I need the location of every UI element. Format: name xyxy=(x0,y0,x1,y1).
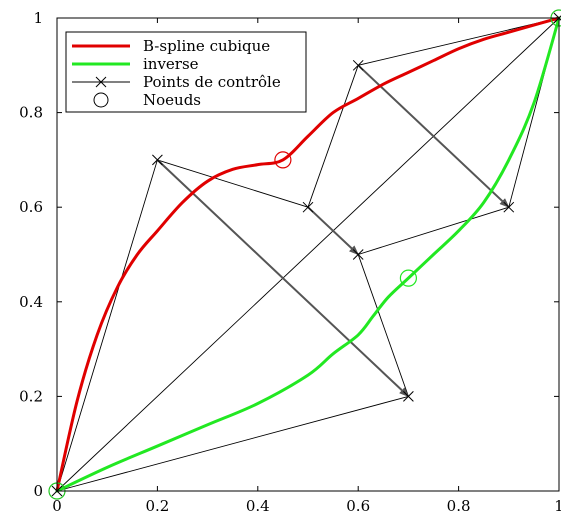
y-tick-label: 0.8 xyxy=(19,104,43,122)
bspline-curve xyxy=(55,16,561,493)
cross-stroke xyxy=(352,249,364,260)
node-marker xyxy=(399,269,417,287)
cross-stroke xyxy=(503,201,515,213)
symmetry-arrow xyxy=(307,206,359,256)
cross-stroke xyxy=(152,154,163,166)
control-point-marker xyxy=(352,59,364,71)
control-point-marker xyxy=(352,249,364,260)
legend-item-bspline: B-spline cubique xyxy=(72,37,270,55)
inverse-curve xyxy=(55,16,561,493)
legend-label: Noeuds xyxy=(143,91,201,109)
plot-area-border xyxy=(56,17,560,492)
control-point-marker xyxy=(503,201,515,213)
cross-stroke xyxy=(302,201,314,213)
x-tick-label: 0.6 xyxy=(346,497,370,515)
legend-label: inverse xyxy=(143,55,199,73)
node-marker xyxy=(274,151,292,169)
y-tick-label: 0 xyxy=(33,482,43,500)
y-tick-label: 0.4 xyxy=(19,293,43,311)
axis-ticks: 0 0.2 0.4 0.6 0.8 1 0 0.2 0.4 0.6 0.8 1 xyxy=(19,9,561,515)
cross-stroke xyxy=(352,59,364,71)
legend-item-control-points: Points de contrôle xyxy=(72,73,281,91)
x-tick-label: 0.8 xyxy=(447,497,471,515)
legend-swatch-cross xyxy=(95,76,107,88)
legend-box xyxy=(65,31,307,113)
x-tick-label: 1 xyxy=(554,497,561,515)
x-tick-label: 0.4 xyxy=(246,497,270,515)
legend-label: Points de contrôle xyxy=(143,73,281,91)
legend-item-nodes: Noeuds xyxy=(93,91,201,109)
y-tick-label: 0.2 xyxy=(19,387,43,405)
y-tick-label: 0.6 xyxy=(19,198,43,216)
arrows-layer xyxy=(156,64,510,398)
legend-label: B-spline cubique xyxy=(143,37,270,55)
x-tick-label: 0.2 xyxy=(145,497,169,515)
plot-frame xyxy=(56,17,560,492)
symmetry-arrow xyxy=(156,159,410,398)
cross-stroke xyxy=(403,391,414,402)
control-point-marker xyxy=(302,201,314,213)
control-point-marker xyxy=(152,154,163,166)
x-tick-label: 0 xyxy=(52,497,62,515)
symmetry-arrow xyxy=(357,64,510,208)
diagonal-line xyxy=(56,17,560,492)
y-tick-label: 1 xyxy=(33,9,43,27)
control-point-marker xyxy=(403,391,414,402)
legend-item-inverse: inverse xyxy=(72,55,199,73)
legend-swatch-circle xyxy=(93,92,109,108)
curves-layer xyxy=(55,16,561,493)
